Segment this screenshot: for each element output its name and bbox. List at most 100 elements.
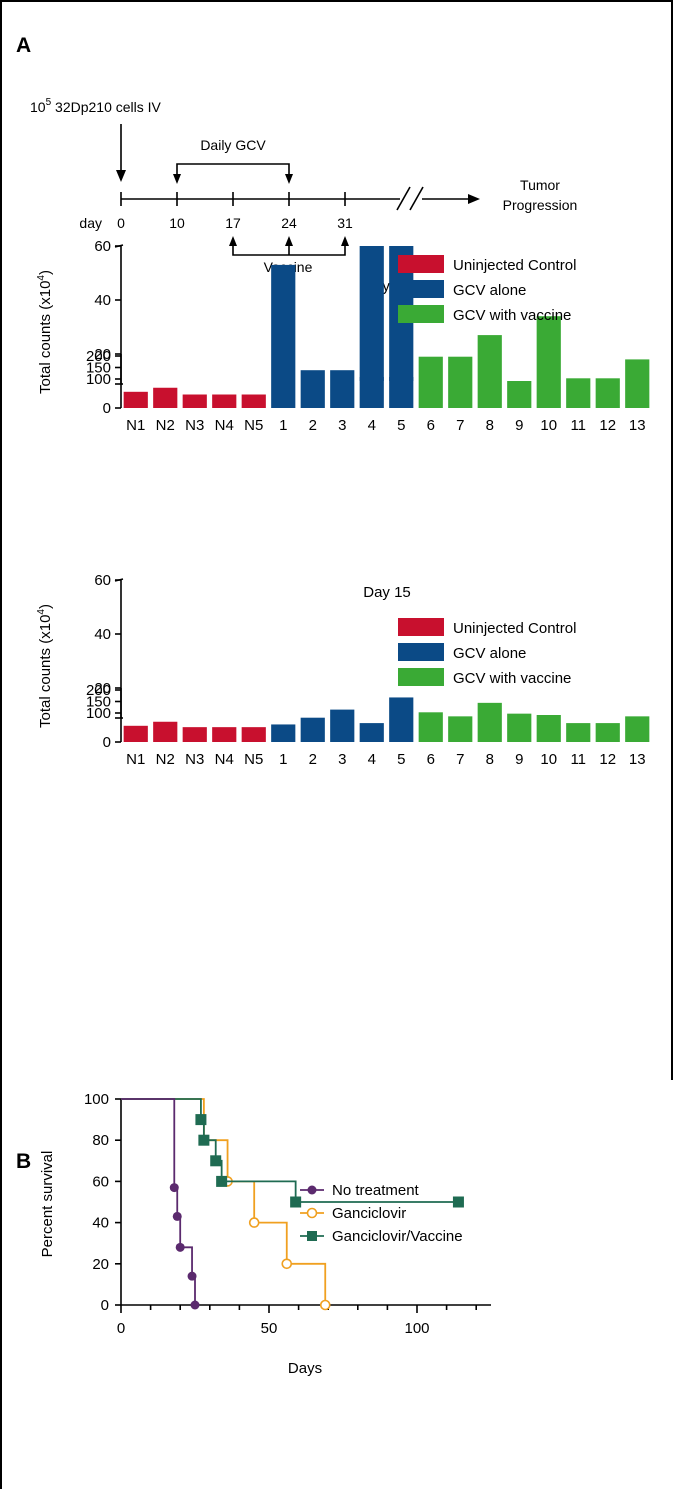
x-tick-label: 6 xyxy=(427,417,435,434)
data-point xyxy=(452,1196,464,1208)
bar-1 xyxy=(271,264,296,408)
y-tick-label: 40 xyxy=(94,292,111,309)
panel-label-b: B xyxy=(16,1150,32,1173)
timeline-day-24: 24 xyxy=(281,215,297,231)
x-tick-label: 3 xyxy=(338,751,346,768)
x-tick-label: N3 xyxy=(185,417,204,434)
x-tick-label: 4 xyxy=(368,417,376,434)
bar-6 xyxy=(418,356,443,408)
x-tick-label: 12 xyxy=(599,751,616,768)
x-tick-label: 1 xyxy=(279,417,287,434)
y-tick-label: 100 xyxy=(86,371,111,388)
y-tick-label: 100 xyxy=(86,705,111,722)
data-point xyxy=(195,1114,207,1126)
legend-swatch xyxy=(398,305,444,323)
legend-label: Ganciclovir xyxy=(332,1205,406,1222)
x-tick-label: 10 xyxy=(540,751,557,768)
y-tick-label: 0 xyxy=(103,400,111,417)
bar-6 xyxy=(418,712,443,742)
x-tick-label: 7 xyxy=(456,417,464,434)
y-tick-label: 60 xyxy=(94,572,111,589)
x-tick-label: 50 xyxy=(261,1320,278,1337)
timeline-lines xyxy=(116,124,480,256)
x-tick-label: 9 xyxy=(515,417,523,434)
x-tick-label: 11 xyxy=(570,751,586,768)
legend-swatch xyxy=(398,280,444,298)
bar-N2 xyxy=(153,721,178,742)
end-label-line1: Tumor xyxy=(520,177,560,193)
x-tick-label: 12 xyxy=(599,417,616,434)
bar-3 xyxy=(330,370,355,408)
x-tick-label: 4 xyxy=(368,751,376,768)
y-tick-label: 200 xyxy=(86,682,111,699)
bar-N5 xyxy=(241,394,266,408)
y-tick-label: 80 xyxy=(92,1132,109,1149)
legend-label: Uninjected Control xyxy=(453,257,576,274)
bar-N2 xyxy=(153,387,178,408)
bar-8 xyxy=(477,702,502,742)
legend-swatch xyxy=(398,668,444,686)
legend-label: No treatment xyxy=(332,1182,420,1199)
y-axis-title: Total counts (x104) xyxy=(36,270,54,394)
bar-11 xyxy=(566,378,591,408)
legend-label: Uninjected Control xyxy=(453,620,576,637)
y-tick-label: 60 xyxy=(94,238,111,255)
bar-3 xyxy=(330,709,355,742)
bar-N5 xyxy=(241,727,266,742)
x-tick-label: 2 xyxy=(309,751,317,768)
x-tick-label: 5 xyxy=(397,751,405,768)
bar-13 xyxy=(625,359,650,408)
bar-N4 xyxy=(212,394,237,408)
x-axis-title: Days xyxy=(288,1360,322,1377)
x-tick-label: 0 xyxy=(117,1320,125,1337)
bar-9 xyxy=(507,713,532,742)
x-tick-label: N4 xyxy=(215,417,234,434)
legend-swatch xyxy=(398,618,444,636)
bar-cap-5 xyxy=(389,377,414,381)
end-label-line2: Progression xyxy=(503,197,578,213)
bar-9 xyxy=(507,381,532,408)
bar-11 xyxy=(566,723,591,742)
panel-label-a: A xyxy=(16,34,32,57)
data-point xyxy=(210,1155,222,1167)
y-axis-title: Total counts (x104) xyxy=(36,604,54,728)
x-tick-label: 11 xyxy=(570,417,586,434)
legend-swatch xyxy=(398,643,444,661)
legend-label: GCV alone xyxy=(453,645,526,662)
bar-2 xyxy=(300,717,325,742)
gcv-label: Daily GCV xyxy=(200,137,266,153)
x-tick-label: N5 xyxy=(244,417,263,434)
x-tick-label: 6 xyxy=(427,751,435,768)
bar-1 xyxy=(271,724,296,742)
x-tick-label: N2 xyxy=(156,417,175,434)
legend-swatch xyxy=(398,255,444,273)
data-point xyxy=(281,1258,293,1270)
data-point xyxy=(169,1183,179,1193)
data-point xyxy=(248,1217,260,1228)
data-point xyxy=(175,1242,185,1252)
y-tick-label: 0 xyxy=(103,734,111,751)
day-label: day xyxy=(79,215,102,231)
x-tick-label: N3 xyxy=(185,751,204,768)
y-tick-label: 60 xyxy=(92,1173,109,1190)
x-tick-label: 13 xyxy=(629,751,646,768)
bar-7 xyxy=(448,716,473,742)
bar-12 xyxy=(595,378,620,408)
legend-marker xyxy=(307,1185,317,1195)
bar-N1 xyxy=(123,725,148,742)
y-tick-label: 100 xyxy=(84,1091,109,1108)
bar-2 xyxy=(300,370,325,408)
x-tick-label: N1 xyxy=(126,751,145,768)
timeline-day-17: 17 xyxy=(225,215,241,231)
bar-10 xyxy=(536,316,561,408)
chart-title: Day 15 xyxy=(363,584,411,601)
legend-marker xyxy=(306,1207,318,1219)
legend-label: GCV with vaccine xyxy=(453,307,571,324)
data-point xyxy=(190,1300,200,1310)
series-line-No treatment xyxy=(121,1098,196,1305)
x-tick-label: N1 xyxy=(126,417,145,434)
